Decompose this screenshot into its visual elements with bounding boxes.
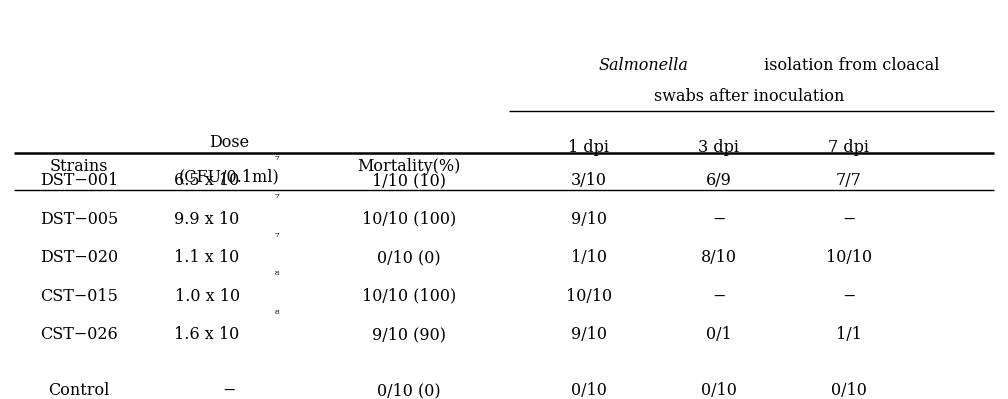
- Text: ⁷: ⁷: [275, 156, 279, 166]
- Text: 0/10: 0/10: [701, 382, 737, 399]
- Text: Dose: Dose: [209, 134, 249, 151]
- Text: ⁸: ⁸: [275, 271, 279, 281]
- Text: DST−020: DST−020: [40, 249, 118, 267]
- Text: 7 dpi: 7 dpi: [829, 139, 869, 156]
- Text: CST−015: CST−015: [40, 288, 118, 305]
- Text: 1.6 x 10: 1.6 x 10: [174, 326, 240, 343]
- Text: 3 dpi: 3 dpi: [699, 139, 740, 156]
- Text: isolation from cloacal: isolation from cloacal: [759, 57, 939, 74]
- Text: 0/10: 0/10: [572, 382, 607, 399]
- Text: −: −: [223, 382, 236, 399]
- Text: 0/10: 0/10: [831, 382, 867, 399]
- Text: 1 dpi: 1 dpi: [569, 139, 610, 156]
- Text: 1.1 x 10: 1.1 x 10: [174, 249, 240, 267]
- Text: Mortality(%): Mortality(%): [358, 158, 461, 176]
- Text: 9/10: 9/10: [571, 211, 607, 228]
- Text: 9.9 x 10: 9.9 x 10: [174, 211, 240, 228]
- Text: 1/1: 1/1: [836, 326, 862, 343]
- Text: 8/10: 8/10: [701, 249, 737, 267]
- Text: Strains: Strains: [49, 158, 109, 176]
- Text: 9/10: 9/10: [571, 326, 607, 343]
- Text: −: −: [843, 211, 856, 228]
- Text: −: −: [843, 288, 856, 305]
- Text: ⁸: ⁸: [275, 310, 279, 320]
- Text: DST−005: DST−005: [40, 211, 118, 228]
- Text: 10/10: 10/10: [826, 249, 872, 267]
- Text: Salmonella: Salmonella: [599, 57, 688, 74]
- Text: 1/10: 1/10: [571, 249, 607, 267]
- Text: (CFU/0.1ml): (CFU/0.1ml): [178, 169, 279, 186]
- Text: 10/10: 10/10: [565, 288, 612, 305]
- Text: swabs after inoculation: swabs after inoculation: [654, 89, 844, 105]
- Text: 10/10 (100): 10/10 (100): [362, 288, 457, 305]
- Text: 10/10 (100): 10/10 (100): [362, 211, 457, 228]
- Text: 9/10 (90): 9/10 (90): [372, 326, 446, 343]
- Text: 1.0 x 10: 1.0 x 10: [174, 288, 240, 305]
- Text: 1/10 (10): 1/10 (10): [372, 172, 446, 190]
- Text: Control: Control: [48, 382, 110, 399]
- Text: CST−026: CST−026: [40, 326, 118, 343]
- Text: −: −: [713, 288, 726, 305]
- Text: 0/10 (0): 0/10 (0): [377, 382, 440, 399]
- Text: 6/9: 6/9: [706, 172, 732, 190]
- Text: ⁷: ⁷: [275, 194, 279, 204]
- Text: 0/10 (0): 0/10 (0): [377, 249, 440, 267]
- Text: −: −: [713, 211, 726, 228]
- Text: 3/10: 3/10: [571, 172, 607, 190]
- Text: 7/7: 7/7: [836, 172, 862, 190]
- Text: ⁷: ⁷: [275, 233, 279, 243]
- Text: 0/1: 0/1: [706, 326, 732, 343]
- Text: DST−001: DST−001: [40, 172, 118, 190]
- Text: 6.5 x 10: 6.5 x 10: [174, 172, 240, 190]
